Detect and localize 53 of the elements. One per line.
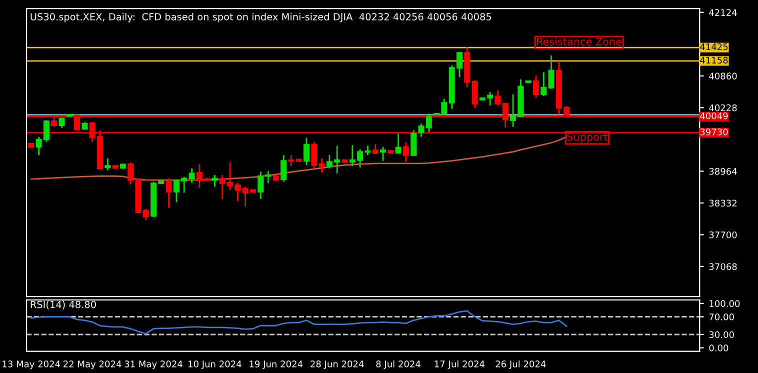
candlestick	[472, 80, 478, 108]
candlestick	[142, 208, 149, 221]
candlestick	[532, 74, 539, 98]
x-tick-label: 22 May 2024	[64, 360, 122, 370]
chart-title: US30.spot.XEX, Daily: CFD based on spot on index Mini-sized DJIA 40232 40256 40056 40085	[30, 12, 492, 22]
candlestick	[188, 168, 195, 184]
candlestick	[288, 154, 294, 167]
candlestick	[74, 114, 80, 131]
ref-line-label: 41425	[700, 43, 728, 50]
x-tick-label: 10 Jun 2024	[188, 360, 242, 370]
candlestick	[318, 158, 325, 174]
x-tick-label: 19 Jun 2024	[250, 360, 303, 370]
ref-line-label: 39730	[700, 128, 728, 136]
candlestick	[402, 142, 409, 162]
ref-line-label: 40049	[700, 112, 728, 120]
annotation: Resistance Zone	[536, 37, 622, 46]
candlestick	[212, 174, 218, 188]
x-tick-label: 26 Jul 2024	[496, 360, 546, 370]
candlestick	[502, 102, 508, 128]
x-tick-label: 28 Jun 2024	[310, 360, 364, 370]
y-tick-label: 38964	[709, 168, 737, 175]
y-tick-label: 100.00	[710, 300, 740, 307]
candlestick	[311, 141, 318, 170]
candlestick	[494, 90, 501, 106]
annotation: Support	[567, 132, 608, 143]
candlestick	[104, 158, 111, 171]
candlestick	[166, 178, 172, 208]
x-tick-label: 8 Jul 2024	[376, 360, 420, 370]
y-tick-label: 70.00	[709, 313, 734, 320]
candlestick	[280, 154, 287, 182]
y-tick-label: 40860	[709, 72, 737, 80]
chart-title: RSI(14) 48.80	[30, 300, 96, 310]
y-tick-label: 40228	[709, 104, 737, 112]
y-tick-label: 0.00	[709, 344, 728, 352]
y-tick-label: 42124	[709, 9, 737, 16]
ref-line-label: 41158	[700, 56, 728, 64]
candlestick	[380, 146, 386, 162]
x-tick-label: 31 May 2024	[124, 360, 182, 370]
candlestick	[395, 132, 402, 154]
y-tick-label: 37700	[709, 231, 737, 238]
candlestick	[372, 143, 378, 155]
y-tick-label: 38332	[709, 200, 736, 207]
candlestick	[426, 112, 432, 133]
candlestick	[548, 54, 554, 90]
x-tick-label: 17 Jul 2024	[434, 360, 484, 370]
y-tick-label: 30.00	[709, 331, 734, 338]
candlestick	[58, 116, 65, 129]
candlestick	[51, 116, 58, 128]
y-tick-label: 37068	[709, 263, 737, 270]
x-tick-label: 13 May 2024	[2, 360, 60, 370]
line-series	[30, 310, 568, 334]
candlestick	[540, 71, 547, 97]
candlestick	[303, 137, 310, 166]
